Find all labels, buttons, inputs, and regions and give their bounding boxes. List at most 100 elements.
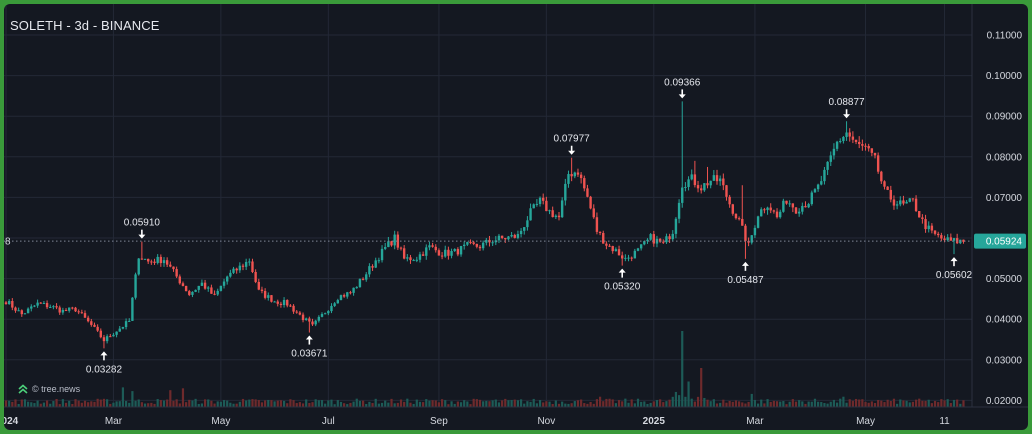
candle-body (940, 235, 943, 239)
candle-body (7, 300, 11, 305)
volume-bar (738, 401, 741, 407)
candle-body (873, 152, 877, 156)
volume-bar (918, 398, 921, 407)
candle-body (643, 241, 646, 245)
candle-body (131, 297, 134, 321)
candle-body (526, 220, 529, 228)
candlestick-chart[interactable]: 0.05910 0.07977 0.09366 0.08877 0.03282 0.036… (4, 4, 1028, 430)
high-arrow-head-icon (843, 114, 851, 119)
volume-bar (355, 398, 358, 407)
volume-bar (570, 403, 573, 407)
volume-bar (753, 399, 757, 407)
candle-body (737, 218, 741, 220)
candle-body (718, 178, 722, 182)
candle-body (636, 248, 640, 251)
candle-body (421, 254, 425, 256)
volume-bar (172, 400, 175, 407)
volume-bar (880, 400, 883, 407)
candle-body (197, 285, 200, 290)
low-arrow-head-icon (950, 257, 958, 262)
candle-body (952, 238, 956, 241)
volume-bar (194, 398, 197, 407)
candle-body (763, 209, 766, 211)
volume-bar (317, 400, 320, 407)
candle-body (96, 326, 99, 331)
current-price-badge (974, 233, 1026, 249)
volume-bar (437, 402, 441, 407)
volume-bar (226, 400, 229, 407)
candle-body (431, 245, 434, 247)
candle-body (23, 313, 27, 315)
volume-bar (112, 402, 115, 407)
volume-bar (444, 400, 447, 407)
volume-bar (330, 399, 333, 407)
volume-bar (428, 400, 431, 407)
volume-bar (102, 398, 106, 407)
volume-bar (469, 404, 472, 407)
volume-bar (431, 400, 434, 407)
candle-body (681, 187, 684, 203)
volume-bar (346, 404, 349, 407)
tree-news-logo-icon (18, 384, 28, 394)
volume-bar (513, 399, 516, 407)
volume-bar (756, 403, 760, 407)
candle-body (418, 254, 422, 260)
candle-body (17, 310, 20, 312)
candle-body (785, 200, 788, 204)
candle-body (614, 249, 618, 252)
candle-body (753, 227, 757, 236)
candle-body (147, 258, 150, 262)
volume-bar (45, 400, 49, 407)
candle-body (118, 328, 121, 332)
candle-body (886, 186, 889, 190)
volume-bar (377, 403, 380, 407)
volume-bar (845, 402, 848, 407)
volume-bar (491, 400, 494, 407)
volume-bar (829, 401, 832, 407)
volume-bar (282, 400, 286, 407)
volume-bar (636, 398, 640, 407)
candle-body (794, 207, 798, 214)
volume-bar (478, 399, 482, 407)
volume-bar (55, 398, 58, 407)
candle-body (519, 230, 523, 235)
volume-bar (621, 401, 624, 407)
volume-bar (162, 400, 166, 407)
volume-bar (775, 401, 779, 407)
candle-body (232, 268, 235, 273)
volume-bar (851, 400, 854, 407)
volume-bar (403, 401, 406, 407)
volume-bar (614, 403, 617, 407)
candle-body (428, 245, 431, 248)
volume-bar (703, 397, 706, 407)
candle-body (210, 287, 213, 294)
volume-bar (390, 398, 393, 407)
volume-bar (106, 399, 109, 407)
volume-bar (371, 403, 374, 407)
candle-body (583, 178, 586, 189)
volume-bar (276, 400, 279, 407)
volume-bar (93, 401, 96, 407)
volume-bar (52, 401, 55, 407)
volume-bar (459, 402, 463, 407)
volume-bar (921, 400, 924, 407)
candle-body (194, 289, 197, 292)
volume-bar (339, 401, 343, 407)
y-tick-label: 0.03000 (986, 355, 1023, 366)
volume-bar (598, 396, 602, 407)
candle-body (323, 313, 327, 315)
candle-body (943, 238, 946, 241)
candle-body (270, 295, 273, 302)
volume-bar (305, 399, 308, 407)
candle-body (750, 235, 753, 243)
volume-bar (361, 400, 365, 407)
volume-bar (124, 400, 128, 407)
candle-body (191, 291, 194, 295)
candle-body (134, 274, 137, 298)
candle-body (260, 289, 264, 291)
candle-body (365, 274, 368, 280)
volume-bar (191, 400, 194, 407)
volume-bar (580, 399, 583, 407)
high-arrow-head-icon (568, 150, 576, 155)
candle-body (835, 141, 839, 149)
